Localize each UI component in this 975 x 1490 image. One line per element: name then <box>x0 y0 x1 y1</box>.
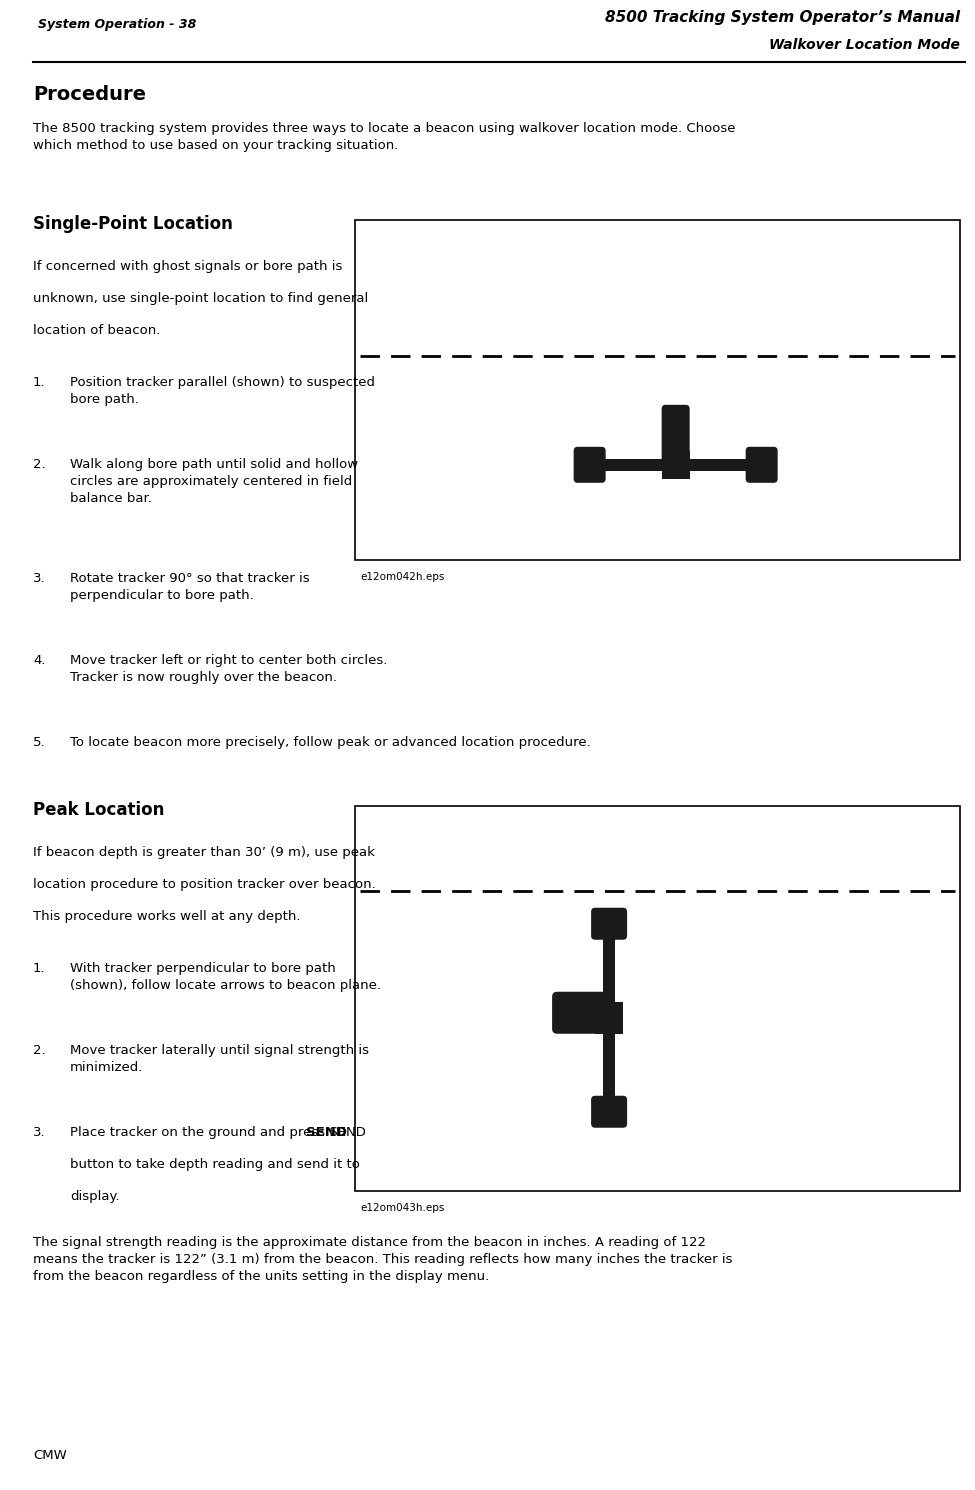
Text: Single-Point Location: Single-Point Location <box>33 215 233 232</box>
Text: button to take depth reading and send it to: button to take depth reading and send it… <box>70 1158 360 1171</box>
Bar <box>662 451 689 478</box>
FancyBboxPatch shape <box>573 447 605 483</box>
Text: 5.: 5. <box>33 736 46 749</box>
Text: Move tracker laterally until signal strength is
minimized.: Move tracker laterally until signal stre… <box>70 1044 369 1074</box>
Bar <box>604 928 615 1107</box>
Text: The 8500 tracking system provides three ways to locate a beacon using walkover l: The 8500 tracking system provides three … <box>33 122 735 152</box>
Text: Position tracker parallel (shown) to suspected
bore path.: Position tracker parallel (shown) to sus… <box>70 375 375 405</box>
Text: e12om042h.eps: e12om042h.eps <box>360 572 445 583</box>
Bar <box>596 459 756 471</box>
Text: e12om043h.eps: e12om043h.eps <box>360 1202 445 1213</box>
Text: 8500 Tracking System Operator’s Manual: 8500 Tracking System Operator’s Manual <box>604 10 960 25</box>
Text: unknown, use single-point location to find general: unknown, use single-point location to fi… <box>33 292 369 305</box>
Text: Place tracker on the ground and press SEND: Place tracker on the ground and press SE… <box>70 1126 366 1138</box>
Text: 1.: 1. <box>33 963 46 974</box>
FancyBboxPatch shape <box>552 992 612 1034</box>
Text: 2.: 2. <box>33 1044 46 1056</box>
Text: If beacon depth is greater than 30’ (9 m), use peak: If beacon depth is greater than 30’ (9 m… <box>33 846 374 860</box>
Bar <box>355 221 960 560</box>
Text: Rotate tracker 90° so that tracker is
perpendicular to bore path.: Rotate tracker 90° so that tracker is pe… <box>70 572 310 602</box>
Text: Peak Location: Peak Location <box>33 802 165 820</box>
Text: CMW: CMW <box>33 1448 66 1462</box>
Text: To locate beacon more precisely, follow peak or advanced location procedure.: To locate beacon more precisely, follow … <box>70 736 591 749</box>
Text: 2.: 2. <box>33 457 46 471</box>
FancyBboxPatch shape <box>746 447 778 483</box>
Text: If concerned with ghost signals or bore path is: If concerned with ghost signals or bore … <box>33 259 342 273</box>
Text: location of beacon.: location of beacon. <box>33 323 160 337</box>
Text: 1.: 1. <box>33 375 46 389</box>
FancyBboxPatch shape <box>662 405 689 468</box>
Text: Walkover Location Mode: Walkover Location Mode <box>769 39 960 52</box>
Text: 4.: 4. <box>33 654 46 668</box>
FancyBboxPatch shape <box>591 1095 627 1128</box>
Text: Procedure: Procedure <box>33 85 146 104</box>
Text: Move tracker left or right to center both circles.
Tracker is now roughly over t: Move tracker left or right to center bot… <box>70 654 387 684</box>
Text: With tracker perpendicular to bore path
(shown), follow locate arrows to beacon : With tracker perpendicular to bore path … <box>70 963 381 992</box>
Text: Walk along bore path until solid and hollow
circles are approximately centered i: Walk along bore path until solid and hol… <box>70 457 358 505</box>
Text: 3.: 3. <box>33 1126 46 1138</box>
Text: System Operation - 38: System Operation - 38 <box>38 18 196 31</box>
Text: location procedure to position tracker over beacon.: location procedure to position tracker o… <box>33 878 375 891</box>
Text: SEND: SEND <box>305 1126 346 1138</box>
Text: This procedure works well at any depth.: This procedure works well at any depth. <box>33 910 300 922</box>
FancyBboxPatch shape <box>591 907 627 940</box>
Bar <box>355 806 960 1191</box>
Text: The signal strength reading is the approximate distance from the beacon in inche: The signal strength reading is the appro… <box>33 1237 732 1283</box>
Text: display.: display. <box>70 1191 120 1202</box>
Bar <box>595 1001 623 1034</box>
Text: 3.: 3. <box>33 572 46 586</box>
